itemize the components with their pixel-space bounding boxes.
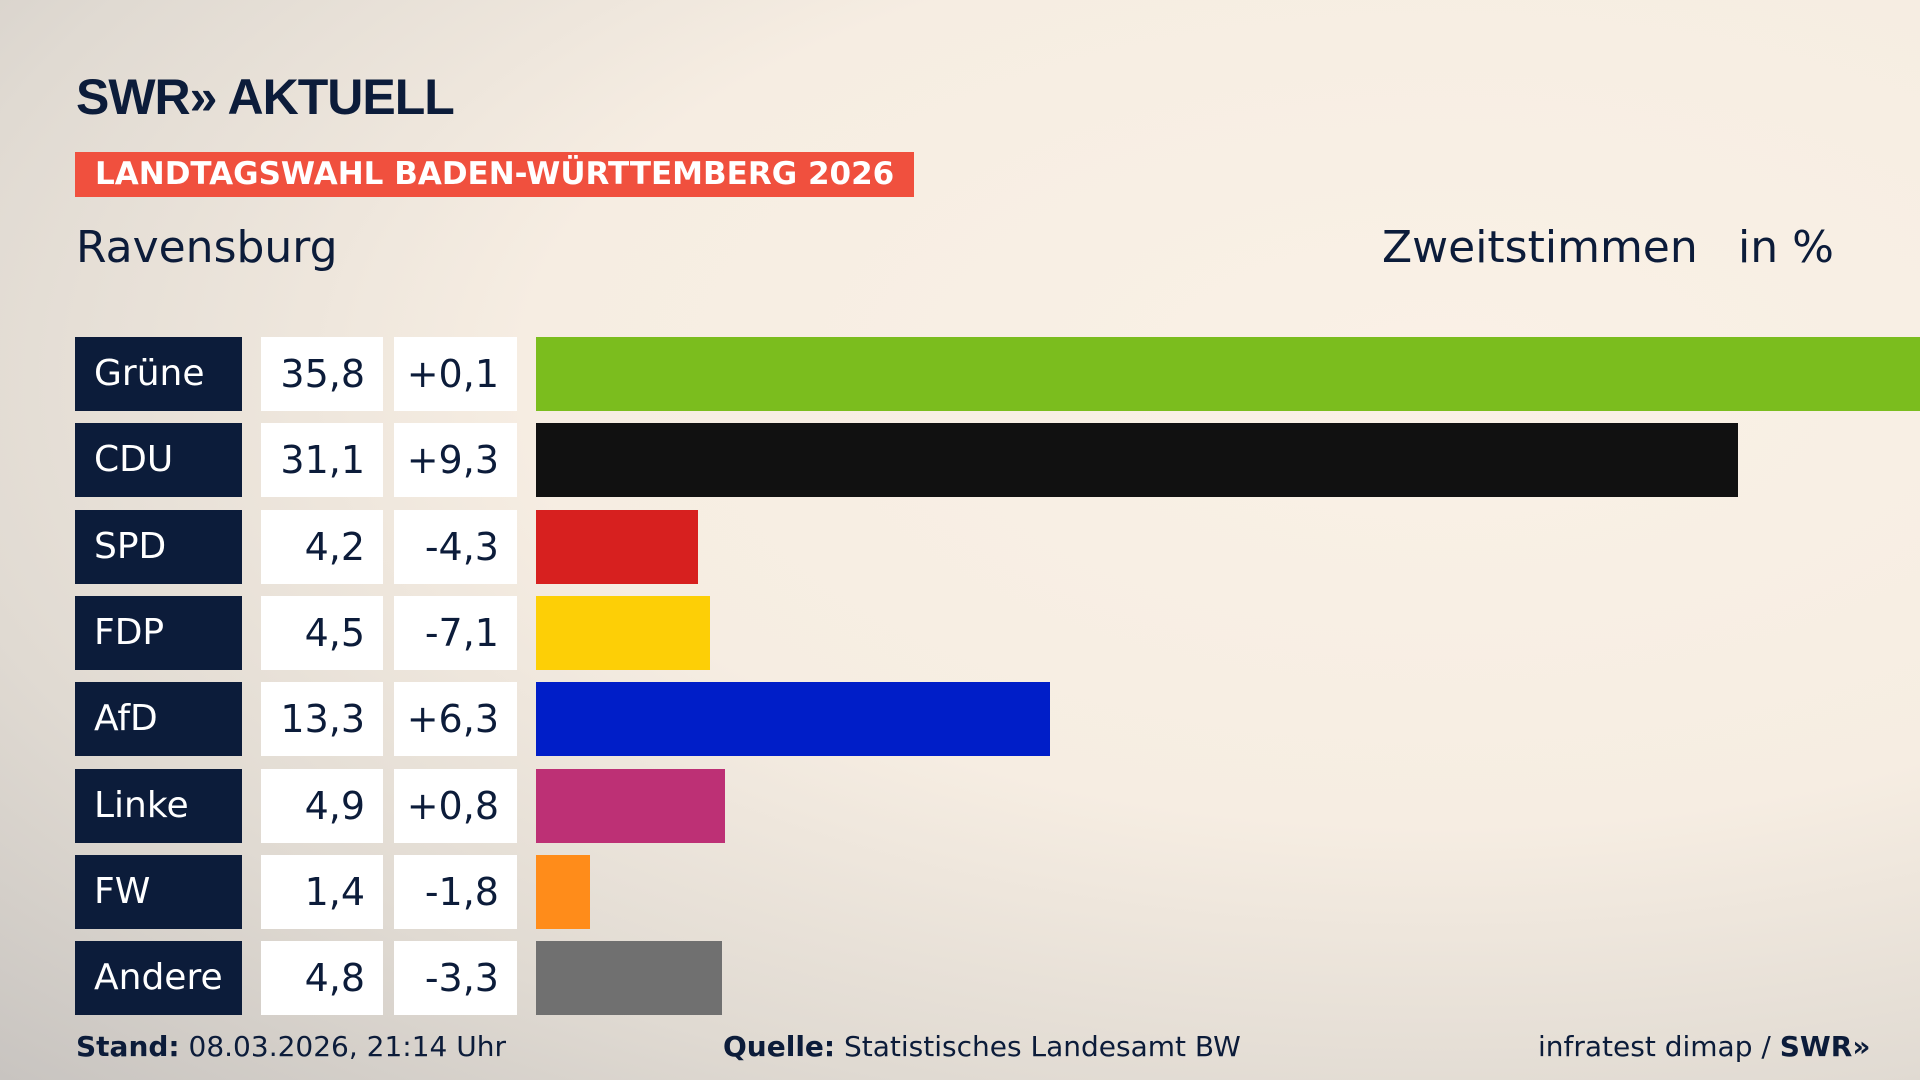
change-label: -1,8 <box>394 854 517 929</box>
change-label: -4,3 <box>394 509 517 584</box>
value-label: 4,8 <box>261 941 383 1016</box>
timestamp: Stand: 08.03.2026, 21:14 Uhr <box>76 1030 506 1063</box>
party-label: FW <box>75 854 242 929</box>
swr-aktuell-logo: SWR» AKTUELL <box>76 69 455 125</box>
change-label: +0,8 <box>394 768 517 843</box>
change-label: +9,3 <box>394 423 517 498</box>
party-label: Andere <box>75 941 242 1016</box>
value-label: 13,3 <box>261 682 383 757</box>
bar <box>536 941 722 1016</box>
value-label: 4,5 <box>261 595 383 670</box>
bar <box>536 509 699 584</box>
party-label: AfD <box>75 682 242 757</box>
source: Quelle: Statistisches Landesamt BW <box>723 1030 1241 1063</box>
party-label: SPD <box>75 509 242 584</box>
credit: infratest dimap / SWR» <box>1538 1030 1870 1063</box>
party-label: CDU <box>75 423 242 498</box>
credit-text: infratest dimap / <box>1538 1030 1780 1063</box>
bar <box>536 595 710 670</box>
source-value: Statistisches Landesamt BW <box>844 1030 1241 1063</box>
stand-value: 08.03.2026, 21:14 Uhr <box>188 1030 506 1063</box>
value-label: 35,8 <box>261 337 383 411</box>
bar <box>536 682 1051 757</box>
value-label: 4,9 <box>261 768 383 843</box>
value-label: 1,4 <box>261 854 383 929</box>
bar <box>536 854 591 929</box>
bar <box>536 768 726 843</box>
bar <box>536 423 1739 498</box>
party-label: Linke <box>75 768 242 843</box>
change-label: -7,1 <box>394 595 517 670</box>
source-label: Quelle: <box>723 1030 836 1063</box>
party-label: Grüne <box>75 337 242 411</box>
value-label: 4,2 <box>261 509 383 584</box>
stand-label: Stand: <box>76 1030 180 1063</box>
party-label: FDP <box>75 595 242 670</box>
election-banner: LANDTAGSWAHL BADEN-WÜRTTEMBERG 2026 <box>75 152 915 197</box>
bar <box>536 337 1920 411</box>
change-label: -3,3 <box>394 941 517 1016</box>
value-label: 31,1 <box>261 423 383 498</box>
unit-label: in % <box>1738 222 1834 273</box>
swr-logo: SWR» <box>1779 1030 1871 1063</box>
region-title: Ravensburg <box>76 222 338 273</box>
change-label: +6,3 <box>394 682 517 757</box>
change-label: +0,1 <box>394 337 517 411</box>
measure-label: Zweitstimmen <box>1382 222 1698 273</box>
